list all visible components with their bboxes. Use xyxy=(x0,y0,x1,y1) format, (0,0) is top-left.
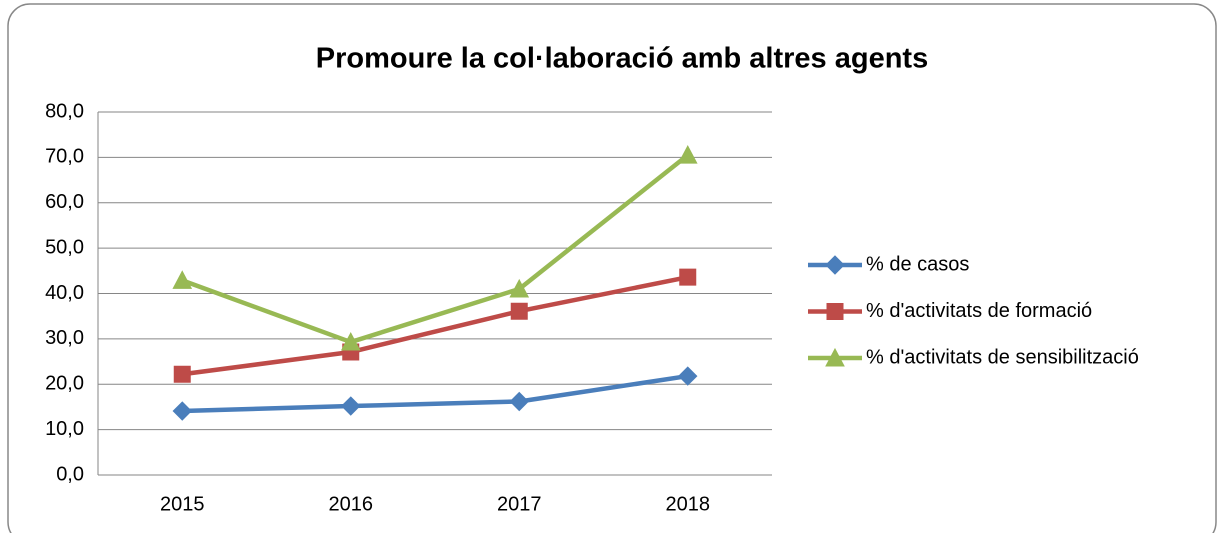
x-tick-label: 2017 xyxy=(497,493,542,515)
series-line xyxy=(182,373,689,414)
series-line xyxy=(181,274,689,377)
y-tick-label: 0,0 xyxy=(56,463,84,485)
data-marker xyxy=(172,270,193,289)
data-marker xyxy=(679,268,697,286)
data-marker xyxy=(677,145,698,164)
y-tick-label: 20,0 xyxy=(45,373,84,395)
data-marker xyxy=(173,365,191,383)
y-tick-label: 80,0 xyxy=(45,100,84,122)
data-marker xyxy=(678,366,698,386)
y-tick-label: 10,0 xyxy=(45,418,84,440)
x-tick-label: 2015 xyxy=(160,493,205,515)
x-tick-label: 2016 xyxy=(329,493,374,515)
y-tick-label: 60,0 xyxy=(45,191,84,213)
y-tick-label: 40,0 xyxy=(45,282,84,304)
legend-label: % d'activitats de sensibilització xyxy=(866,346,1139,368)
legend-label: % de casos xyxy=(866,253,969,275)
legend-marker xyxy=(825,347,845,367)
y-tick-label: 50,0 xyxy=(45,236,84,258)
data-marker xyxy=(509,278,530,298)
legend-label: % d'activitats de formació xyxy=(866,300,1092,322)
legend-marker xyxy=(826,303,844,320)
y-tick-label: 70,0 xyxy=(45,146,84,168)
y-tick-label: 30,0 xyxy=(45,327,84,349)
data-marker xyxy=(341,396,361,416)
data-marker xyxy=(510,302,528,320)
data-marker xyxy=(340,331,361,351)
data-marker xyxy=(172,401,192,421)
series-line xyxy=(181,153,690,345)
data-marker xyxy=(509,391,529,412)
x-tick-label: 2018 xyxy=(666,493,711,515)
chart-border xyxy=(7,3,1217,533)
chart-title: Promoure la col·laboració amb altres age… xyxy=(316,43,928,75)
legend-marker xyxy=(825,255,845,275)
